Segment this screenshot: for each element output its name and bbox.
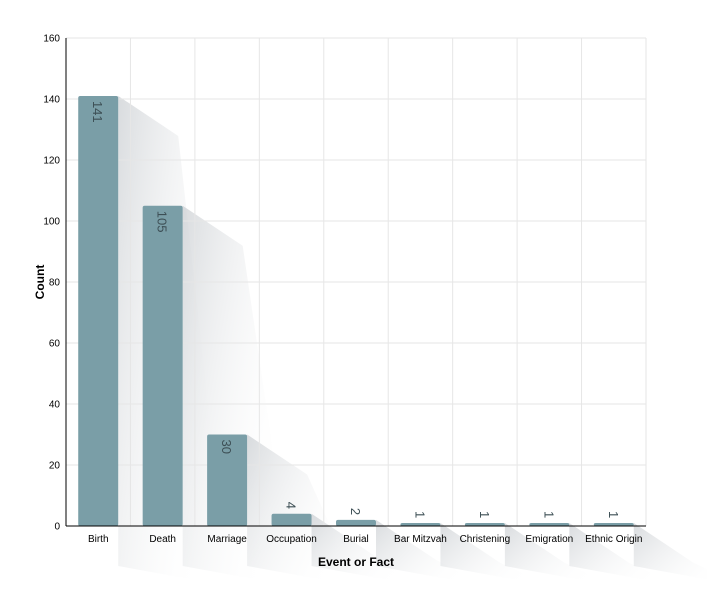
bar-value-label: 1 [477,511,492,518]
bar-shadow [311,513,422,586]
bar-death [142,205,183,526]
bar-value-label: 105 [155,211,170,233]
y-tick-label: 60 [49,339,61,350]
bar-value-label: 141 [90,101,105,123]
x-tick-label: Ethnic Origin [585,534,642,545]
y-tick-label: 100 [43,217,60,228]
x-tick-label: Burial [343,534,369,545]
x-tick-label: Occupation [266,534,317,545]
bar-value-label: 1 [412,511,427,518]
bar-ethnic-origin [593,522,634,526]
bar-value-label: 2 [348,508,363,515]
x-tick-label: Death [149,534,176,545]
axes: 0 20 40 60 80 100 120 140 160 Birth Death Marriage O… [43,34,646,545]
bars: 141 105 30 4 2 1 1 1 1 [78,95,634,526]
y-tick-label: 0 [54,522,60,533]
bar-shadow [504,522,615,586]
x-tick-label: Emigration [525,534,573,545]
y-tick-label: 140 [43,95,60,106]
y-axis-title: Count [33,265,47,300]
y-tick-label: 20 [49,461,61,472]
bar-christening [464,522,505,526]
bar-occupation [271,513,312,526]
bar-value-label: 30 [219,440,234,454]
x-tick-label: Birth [88,534,109,545]
bar-burial [336,519,376,526]
x-tick-label: Christening [460,534,511,545]
y-tick-label: 120 [43,156,60,167]
bar-shadow [569,522,680,586]
bar-value-label: 1 [606,511,621,518]
bar-value-label: 1 [541,511,556,518]
bar-bar-mitzvah [400,522,441,526]
x-tick-label: Marriage [207,534,247,545]
y-tick-label: 160 [43,34,60,45]
bar-shadow [376,519,486,586]
y-tick-label: 80 [49,278,61,289]
y-tick-label: 40 [49,400,61,411]
bar-emigration [529,522,570,526]
x-axis-title: Event or Fact [318,555,394,569]
bar-marriage [207,434,248,526]
bar-value-label: 4 [284,502,299,509]
bar-birth [78,95,119,526]
bar-shadow [440,522,551,586]
bar-shadow [633,522,707,580]
x-tick-label: Bar Mitzvah [394,534,447,545]
